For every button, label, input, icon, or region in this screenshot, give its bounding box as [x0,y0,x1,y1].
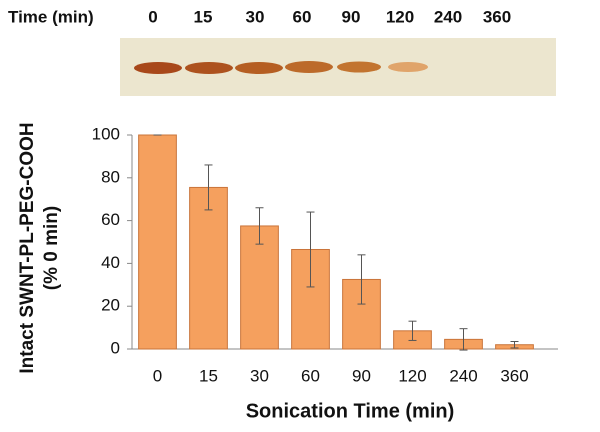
x-tick-label: 360 [500,366,528,385]
y-axis-title: (% 0 min) [41,206,62,290]
y-tick-label: 0 [111,338,120,357]
gel-band [388,62,428,72]
x-tick-label: 15 [199,366,218,385]
error-bar [510,341,519,349]
x-axis-title: Sonication Time (min) [246,400,455,422]
y-tick-label: 40 [101,253,120,272]
error-bar [255,207,264,245]
x-tick-label: 240 [449,366,477,385]
gel-band [235,62,283,74]
bar [138,134,177,350]
gel-lane-label: 360 [483,7,511,26]
x-tick-label: 30 [250,366,269,385]
gel-lane-label: 60 [293,7,312,26]
x-tick-label: 0 [153,366,162,385]
y-tick-label: 20 [101,296,120,315]
gel-band [285,61,333,73]
x-tick-label: 60 [301,366,320,385]
gel-lane-label: 90 [342,7,361,26]
gel-lane-label: 120 [386,7,414,26]
y-tick-label: 60 [101,210,120,229]
gel-lane-label: 30 [246,7,265,26]
gel-band [337,61,381,73]
bar [189,186,228,350]
error-bar [459,328,468,351]
error-bar [306,211,315,288]
gel-label: Time (min) [8,7,94,26]
x-tick-label: 90 [352,366,371,385]
gel-lane-label: 15 [194,7,213,26]
error-bar [408,320,417,341]
gel-lane-label: 0 [148,7,157,26]
gel-image [120,38,556,96]
y-axis-title: Intact SWNT-PL-PEG-COOH [17,122,38,373]
gel-band [185,62,233,74]
y-tick-label: 100 [92,124,120,143]
error-bar [357,254,366,305]
error-bar [204,164,213,211]
bar [240,225,279,350]
gel-band [134,62,182,74]
gel-lane-label: 240 [434,7,462,26]
x-tick-label: 120 [398,366,426,385]
y-tick-label: 80 [101,167,120,186]
